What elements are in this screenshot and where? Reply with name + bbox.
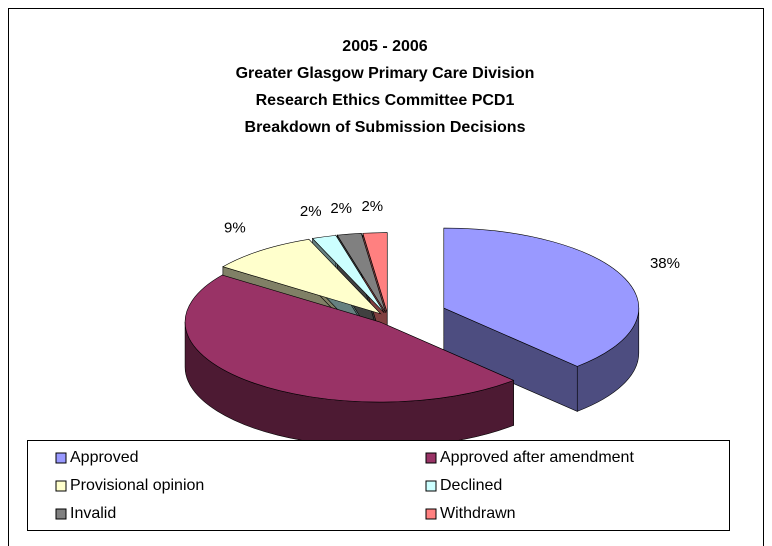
legend-swatch: [55, 480, 67, 492]
legend-box: [27, 440, 730, 531]
data-label: 38%: [650, 255, 680, 272]
legend-label: Approved: [70, 449, 139, 466]
legend-label: Provisional opinion: [70, 477, 204, 494]
legend-swatch: [55, 508, 67, 520]
legend-swatch: [425, 452, 437, 464]
chart-title: Greater Glasgow Primary Care Division: [236, 65, 535, 82]
legend-label: Approved after amendment: [440, 449, 634, 466]
chart-title: Research Ethics Committee PCD1: [256, 92, 515, 109]
data-label: 2%: [330, 200, 352, 217]
legend-swatch: [425, 480, 437, 492]
legend-swatch: [425, 508, 437, 520]
legend-label: Declined: [440, 477, 502, 494]
slice: [443, 227, 640, 367]
legend-label: Invalid: [70, 505, 116, 522]
slice: [362, 232, 388, 313]
chart-title: 2005 - 2006: [342, 38, 428, 55]
slice: [222, 239, 382, 315]
slice: [336, 233, 387, 313]
legend-swatch: [55, 452, 67, 464]
chart-title: Breakdown of Submission Decisions: [245, 119, 526, 136]
slice: [184, 274, 515, 403]
slice: [311, 235, 385, 314]
legend-label: Withdrawn: [440, 505, 516, 522]
data-label: 9%: [224, 220, 246, 237]
data-label: 2%: [300, 203, 322, 220]
data-label: 2%: [361, 198, 383, 215]
